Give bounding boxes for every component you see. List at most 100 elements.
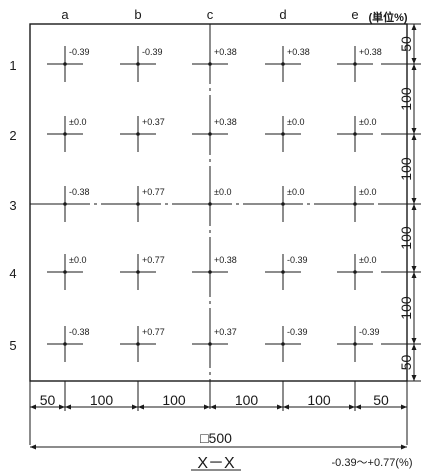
dimension-label: 50 [398,355,414,371]
measurement-value: +0.38 [214,117,237,127]
point-dot [208,342,212,346]
dimension-label: 100 [162,392,186,408]
dimension-label: 100 [398,296,414,320]
point-dot [353,342,357,346]
measurement-point: ±0.0 [47,254,86,290]
measurement-point: +0.37 [120,116,165,152]
point-dot [63,342,67,346]
measurement-value: +0.38 [287,47,310,57]
arrowhead [401,444,407,450]
point-dot [208,62,212,66]
measurement-value: -0.38 [69,327,90,337]
range-label: -0.39～+0.77(%) [331,457,412,469]
point-dot [281,62,285,66]
point-dot [136,132,140,136]
arrowhead [132,404,138,410]
point-dot [136,202,140,206]
arrowhead [411,24,417,30]
bottom-dimension-line: 50 100 100 100 100 50 [29,381,408,445]
column-labels: a b c d e [61,7,358,22]
measurement-point: +0.38 [192,254,237,290]
arrowhead [411,266,417,272]
dimension-label: 100 [90,392,114,408]
arrowhead [411,134,417,140]
measurement-point: +0.37 [192,326,237,362]
measurement-point: +0.38 [192,116,237,152]
measurement-value: +0.38 [214,47,237,57]
measurement-point: -0.39 [47,46,90,82]
measurement-value: ±0.0 [69,255,86,265]
point-dot [136,62,140,66]
dimension-label: 50 [398,36,414,52]
point-dot [353,202,357,206]
arrowhead [411,64,417,70]
arrowhead [30,444,36,450]
plate-border [29,23,408,382]
measurement-point: ±0.0 [265,186,304,222]
point-dot [136,270,140,274]
point-dot [63,132,67,136]
arrowhead [277,404,283,410]
point-dot [63,202,67,206]
arrowhead [411,204,417,210]
measurement-value: ±0.0 [359,117,376,127]
arrowhead [204,404,210,410]
measurement-point: +0.38 [265,46,310,82]
row-label: 5 [9,338,16,353]
measurement-value: -0.39 [69,47,90,57]
measurement-point: -0.38 [47,186,90,222]
point-dot [208,132,212,136]
measurement-value: -0.38 [69,187,90,197]
measurement-point: +0.38 [192,46,237,82]
point-dot [281,202,285,206]
arrowhead [59,404,65,410]
point-dot [281,132,285,136]
measurement-value: +0.77 [142,255,165,265]
right-dimension-line: 50 100 100 100 100 50 [398,23,421,382]
measurement-point: -0.38 [47,326,90,362]
point-dot [208,270,212,274]
column-label: a [61,7,69,22]
dimension-label: 100 [398,226,414,250]
arrowhead [210,404,216,410]
arrowhead [411,338,417,344]
row-label: 2 [9,128,16,143]
column-label: e [351,7,358,22]
measurement-point: +0.77 [120,326,165,362]
arrowhead [349,404,355,410]
measurement-point: ±0.0 [337,116,376,152]
measurement-value: -0.39 [287,255,308,265]
column-label: c [207,7,214,22]
measurement-point: +0.77 [120,186,165,222]
measurement-points: -0.39 -0.39 +0.38 +0.38 +0.38 ±0.0 +0.37 +0.38 ±… [47,46,382,362]
measurement-value: +0.38 [214,255,237,265]
measurement-point: +0.38 [337,46,382,82]
measurement-point: -0.39 [265,326,308,362]
arrowhead [65,404,71,410]
measurement-value: ±0.0 [359,187,376,197]
arrowhead [411,375,417,381]
point-dot [281,270,285,274]
measurement-point: ±0.0 [47,116,86,152]
measurement-point: -0.39 [120,46,163,82]
measurement-value: ±0.0 [287,117,304,127]
measurement-value: ±0.0 [214,187,231,197]
point-dot [353,270,357,274]
measurement-point: ±0.0 [337,186,376,222]
arrowhead [355,404,361,410]
point-dot [63,62,67,66]
point-dot [353,62,357,66]
measurement-point: ±0.0 [265,116,304,152]
dimension-label: 50 [373,392,389,408]
measurement-value: -0.39 [359,327,380,337]
measurement-value: +0.77 [142,327,165,337]
dimension-label: 50 [40,392,56,408]
measurement-value: ±0.0 [287,187,304,197]
plate-outline [29,23,408,382]
measurement-value: -0.39 [142,47,163,57]
point-dot [136,342,140,346]
measurement-point: -0.39 [265,254,308,290]
arrowhead [30,404,36,410]
arrowhead [401,404,407,410]
